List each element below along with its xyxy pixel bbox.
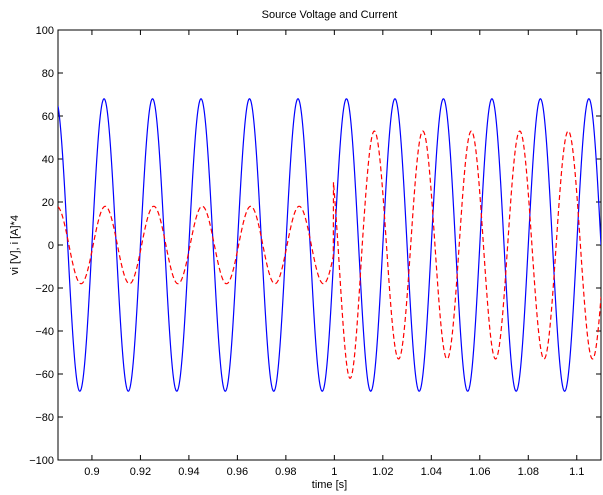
- y-tick-label: −20: [35, 283, 54, 295]
- x-tick-label: 0.9: [84, 466, 99, 478]
- x-tick-label: 0.94: [178, 466, 199, 478]
- voltage-series-line: [58, 98, 601, 392]
- y-tick-label: 0: [48, 240, 54, 252]
- x-tick-label: 0.92: [130, 466, 151, 478]
- y-tick-label: 80: [42, 68, 54, 80]
- x-axis: 0.9 0.92 0.94 0.96 0.98 1 1.02 1.04 1.06 1.08 1.1: [84, 30, 584, 478]
- y-tick-label: −80: [35, 412, 54, 424]
- y-axis-label: vi [V], i [A]*4: [9, 215, 21, 275]
- x-tick-label: 1: [331, 466, 337, 478]
- y-tick-label: 20: [42, 197, 54, 209]
- y-tick-label: −60: [35, 369, 54, 381]
- plot-area: [57, 29, 602, 461]
- y-tick-label: 100: [36, 25, 54, 37]
- x-tick-label: 1.04: [421, 466, 442, 478]
- y-tick-label: 40: [42, 154, 54, 166]
- x-tick-label: 1.08: [518, 466, 539, 478]
- series-layer: [58, 98, 601, 392]
- x-tick-label: 0.96: [227, 466, 248, 478]
- x-tick-label: 1.02: [372, 466, 393, 478]
- chart-title: Source Voltage and Current: [262, 9, 398, 21]
- x-tick-label: 1.1: [569, 466, 584, 478]
- x-axis-label: time [s]: [312, 479, 347, 491]
- y-tick-label: −40: [35, 326, 54, 338]
- x-tick-label: 0.98: [275, 466, 296, 478]
- y-axis: −100 −80 −60 −40 −20 0 20 40 60 80 100: [29, 25, 601, 467]
- x-tick-label: 1.06: [469, 466, 490, 478]
- y-tick-label: 60: [42, 111, 54, 123]
- current-series-line: [58, 130, 601, 379]
- y-tick-label: −100: [29, 455, 54, 467]
